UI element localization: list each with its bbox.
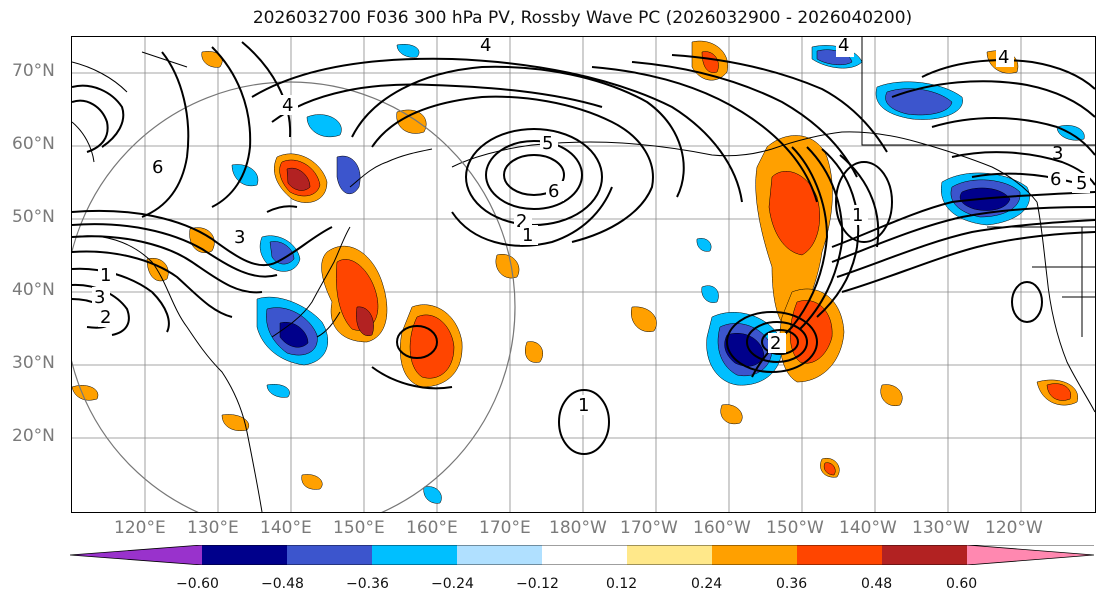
lon-label-130e: 130°E	[187, 518, 239, 538]
lat-label-20n: 20°N	[12, 426, 55, 446]
contour-label-4-west: 4	[282, 95, 293, 116]
lon-label-160e: 160°E	[406, 518, 458, 538]
colorbar	[70, 545, 1094, 565]
contour-label-4-north: 4	[838, 37, 849, 56]
contour-label-1-west: 1	[100, 265, 111, 286]
lon-label-170w: 170°W	[620, 518, 678, 538]
lon-label-150e: 150°E	[333, 518, 385, 538]
lon-label-120e: 120°E	[114, 518, 166, 538]
lat-label-30n: 30°N	[12, 353, 55, 373]
contour-labels: 4 5 6 2 1 6 4 3 1 3 2 1 6	[92, 37, 1090, 416]
pv-contours	[72, 41, 1095, 455]
lon-label-140w: 140°W	[839, 518, 897, 538]
colorbar-tick-label: 0.24	[691, 576, 723, 592]
map-svg: 4 5 6 2 1 6 4 3 1 3 2 1 6	[72, 37, 1095, 512]
lon-label-120w: 120°W	[985, 518, 1043, 538]
lon-label-170e: 170°E	[479, 518, 531, 538]
colorbar-tick-label: −0.24	[431, 576, 474, 592]
lat-label-50n: 50°N	[12, 207, 55, 227]
longitude-gridlines	[144, 37, 1022, 512]
colorbar-segment	[542, 545, 627, 565]
contour-label-3-far-west: 3	[94, 287, 105, 308]
lat-label-40n: 40°N	[12, 280, 55, 300]
contour-label-1-central: 1	[522, 225, 533, 246]
contour-label-2-central: 2	[516, 211, 527, 232]
contour-label-6-east: 6	[1050, 169, 1061, 190]
contour-label-6-central: 6	[548, 181, 559, 202]
colorbar-tick-label: 0.60	[946, 576, 978, 592]
lon-label-130w: 130°W	[912, 518, 970, 538]
colorbar-segment	[457, 545, 542, 565]
colorbar-segment	[627, 545, 712, 565]
chart-title: 2026032700 F036 300 hPa PV, Rossby Wave …	[252, 8, 913, 28]
map-panel: 4 5 6 2 1 6 4 3 1 3 2 1 6	[71, 36, 1096, 513]
contour-label-4-northeast: 4	[998, 47, 1009, 68]
lon-label-180w: 180°W	[549, 518, 607, 538]
colorbar-segment	[287, 545, 372, 565]
colorbar-tick-label: −0.36	[346, 576, 389, 592]
colorbar-tick-label: 0.36	[776, 576, 808, 592]
lon-label-160w: 160°W	[693, 518, 751, 538]
contour-label-4-top: 4	[480, 37, 491, 56]
lon-label-140e: 140°E	[260, 518, 312, 538]
colorbar-tick-label: 0.48	[861, 576, 893, 592]
contour-label-3-east: 3	[1052, 143, 1063, 164]
colorbar-tick-label: 0.12	[606, 576, 638, 592]
colorbar-tick-label: −0.60	[176, 576, 219, 592]
contour-label-2-trough: 2	[770, 333, 781, 354]
colorbar-tick-label: −0.12	[516, 576, 559, 592]
colorbar-segment	[882, 545, 967, 565]
colorbar-segment	[797, 545, 882, 565]
colorbar-segment	[202, 545, 287, 565]
colorbar-extend-low	[70, 545, 202, 565]
contour-label-1-south: 1	[578, 395, 589, 416]
contour-label-5-east: 5	[1076, 173, 1087, 194]
lat-label-70n: 70°N	[12, 61, 55, 81]
colorbar-segment	[712, 545, 797, 565]
colorbar-extend-high	[967, 545, 1094, 565]
contour-label-6-west: 6	[152, 157, 163, 178]
latitude-gridlines	[72, 72, 1095, 439]
colorbar-tick-label: −0.48	[261, 576, 304, 592]
lon-label-150w: 150°W	[766, 518, 824, 538]
contour-label-3-west: 3	[234, 227, 245, 248]
colorbar-segment	[372, 545, 457, 565]
contour-label-5: 5	[542, 133, 553, 154]
distance-circle	[72, 81, 516, 512]
lat-label-60n: 60°N	[12, 134, 55, 154]
contour-label-2-west: 2	[100, 307, 111, 328]
contour-label-1-ne-pacific: 1	[852, 205, 863, 226]
pv-anomaly-shading	[72, 40, 1085, 504]
